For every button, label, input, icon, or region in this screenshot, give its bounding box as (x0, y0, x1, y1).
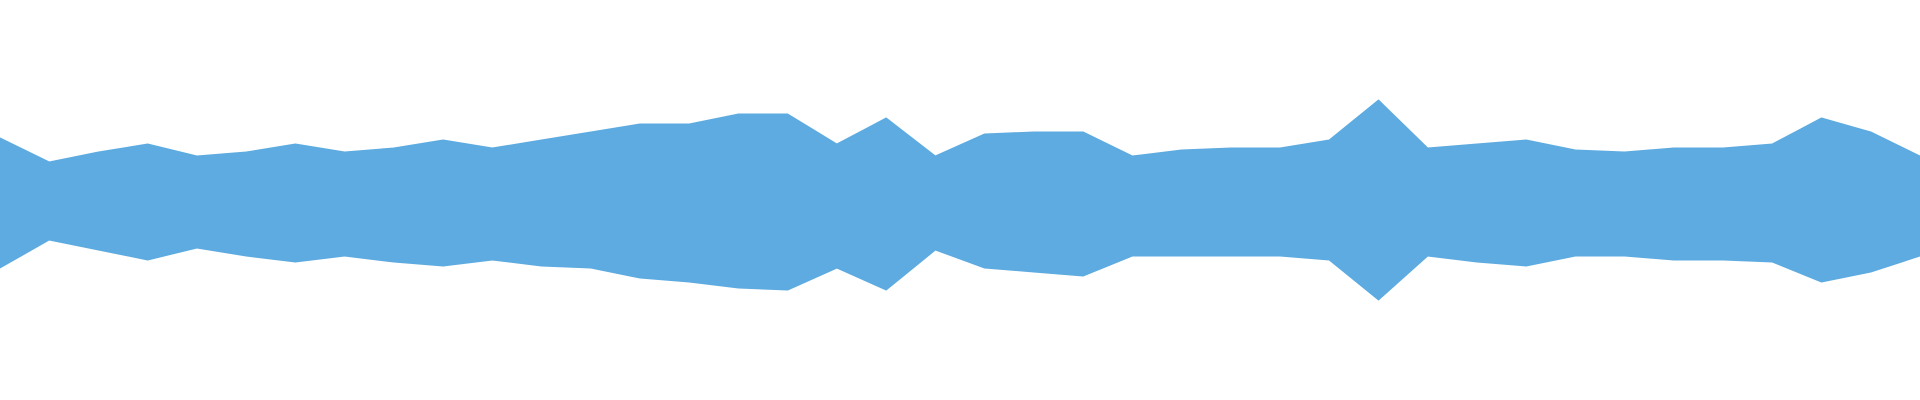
waveform-envelope (0, 199, 1920, 301)
waveform-envelope (0, 99, 1920, 201)
